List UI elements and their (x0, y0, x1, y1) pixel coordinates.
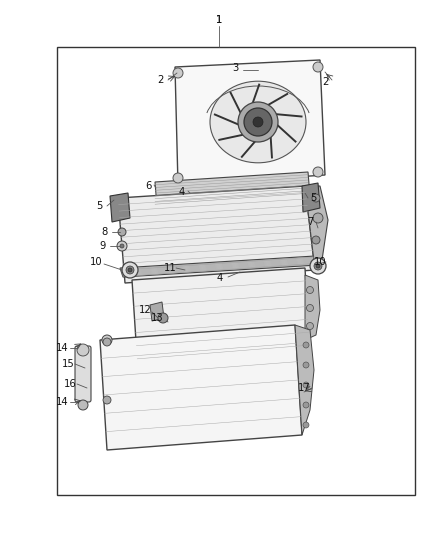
Circle shape (128, 268, 132, 272)
Polygon shape (305, 275, 320, 340)
Text: 16: 16 (64, 379, 76, 389)
Text: 1: 1 (216, 15, 222, 25)
Text: 4: 4 (217, 273, 223, 283)
Polygon shape (100, 325, 302, 450)
Circle shape (303, 362, 309, 368)
Circle shape (173, 173, 183, 183)
Circle shape (303, 382, 309, 388)
Circle shape (307, 322, 314, 329)
Circle shape (78, 400, 88, 410)
Polygon shape (110, 193, 130, 222)
Circle shape (122, 262, 138, 278)
Circle shape (312, 194, 320, 202)
Circle shape (312, 236, 320, 244)
Circle shape (117, 241, 127, 251)
Text: 14: 14 (56, 397, 68, 407)
Circle shape (307, 287, 314, 294)
Text: 12: 12 (138, 305, 152, 315)
Circle shape (77, 344, 89, 356)
Circle shape (303, 422, 309, 428)
Circle shape (253, 117, 263, 127)
Text: 10: 10 (314, 257, 326, 267)
Circle shape (102, 335, 112, 345)
Polygon shape (155, 172, 310, 207)
FancyBboxPatch shape (75, 346, 91, 402)
Circle shape (314, 262, 322, 270)
Circle shape (103, 396, 111, 404)
Circle shape (158, 313, 168, 323)
Circle shape (120, 244, 124, 248)
Circle shape (103, 338, 111, 346)
Circle shape (303, 402, 309, 408)
Text: 13: 13 (151, 313, 163, 323)
Bar (57, 47, 415, 495)
Text: 3: 3 (232, 63, 238, 73)
Circle shape (310, 258, 326, 274)
Text: 4: 4 (179, 187, 185, 197)
Ellipse shape (210, 81, 306, 163)
Circle shape (313, 62, 323, 72)
Circle shape (126, 266, 134, 274)
Text: 8: 8 (102, 227, 108, 237)
Text: 1: 1 (216, 15, 222, 25)
Polygon shape (175, 60, 325, 185)
Circle shape (316, 264, 320, 268)
Circle shape (313, 213, 323, 223)
Circle shape (313, 167, 323, 177)
Text: 7: 7 (307, 217, 313, 227)
Text: 5: 5 (310, 193, 316, 203)
Polygon shape (150, 302, 164, 321)
Text: 17: 17 (298, 383, 311, 393)
Circle shape (238, 102, 278, 142)
Text: 9: 9 (100, 241, 106, 251)
Text: 14: 14 (56, 343, 68, 353)
Circle shape (173, 68, 183, 78)
Text: 5: 5 (96, 201, 102, 211)
Circle shape (303, 342, 309, 348)
Text: 2: 2 (157, 75, 163, 85)
Circle shape (244, 108, 272, 136)
Polygon shape (295, 325, 314, 435)
Polygon shape (120, 256, 318, 277)
Circle shape (307, 304, 314, 311)
Text: 6: 6 (145, 181, 151, 191)
Text: 11: 11 (164, 263, 177, 273)
Text: 15: 15 (62, 359, 74, 369)
Polygon shape (118, 186, 315, 283)
Polygon shape (132, 268, 310, 372)
Text: 2: 2 (322, 77, 328, 87)
Polygon shape (305, 186, 328, 270)
Circle shape (118, 228, 126, 236)
Polygon shape (302, 183, 320, 212)
Text: 10: 10 (90, 257, 102, 267)
